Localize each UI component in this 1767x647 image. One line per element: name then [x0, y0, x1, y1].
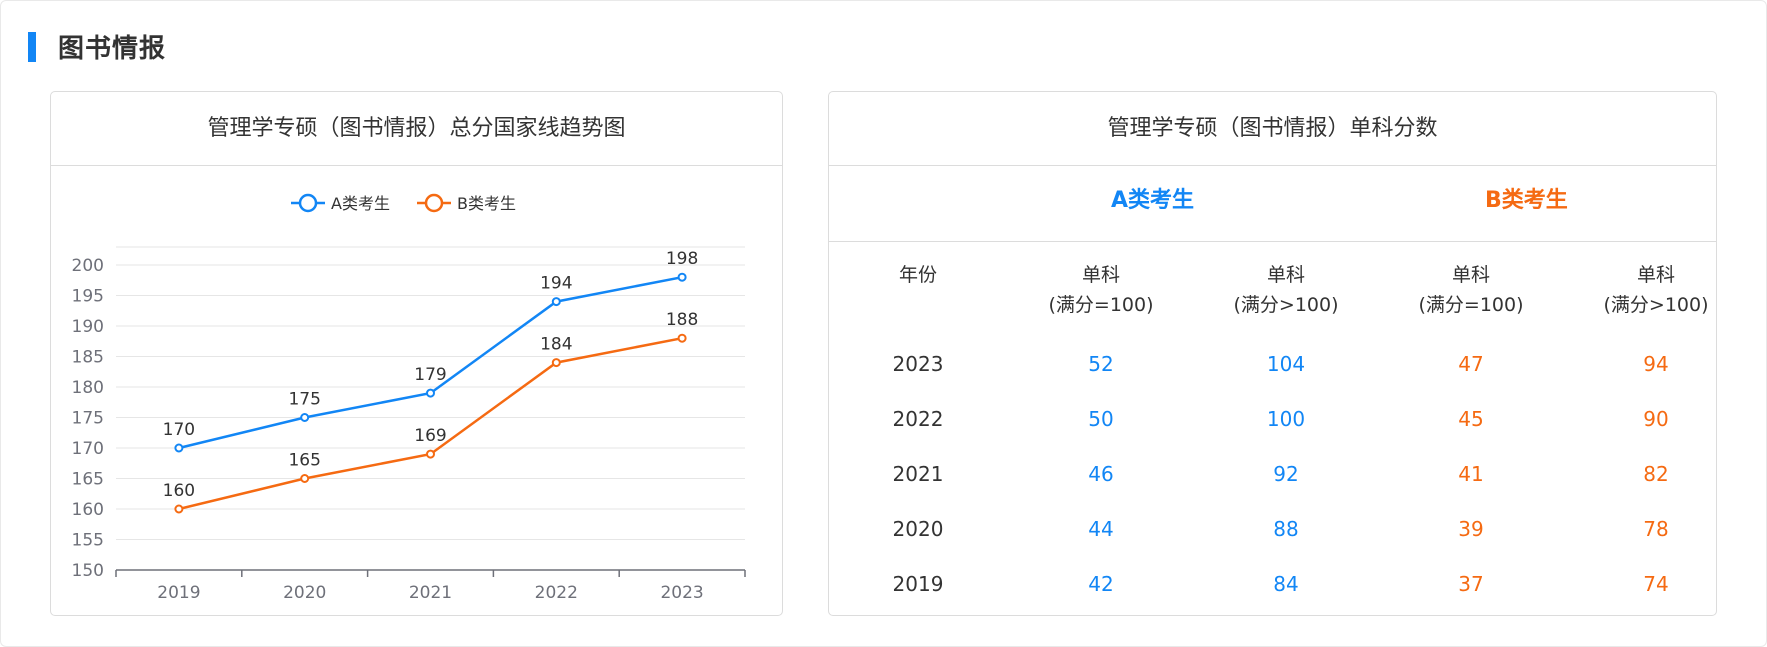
- column-header-line2: (满分=100): [1418, 294, 1524, 316]
- x-tick-label: 2023: [660, 583, 703, 603]
- cell-a-100: 50: [1088, 407, 1114, 431]
- cell-a-100: 52: [1088, 352, 1114, 376]
- data-label: 169: [414, 426, 446, 446]
- x-tick-label: 2020: [283, 583, 326, 603]
- data-point: [677, 272, 687, 282]
- data-point: [174, 504, 184, 514]
- cell-b-100: 37: [1458, 572, 1484, 596]
- y-tick-label: 170: [72, 439, 104, 459]
- column-header-line1: 单科: [1451, 264, 1490, 286]
- cell-b-over: 82: [1643, 462, 1669, 486]
- cell-b-100: 41: [1458, 462, 1484, 486]
- cell-b-100: 47: [1458, 352, 1484, 376]
- cell-b-over: 78: [1643, 517, 1669, 541]
- section-accent-bar: [28, 32, 36, 62]
- cell-b-100: 45: [1458, 407, 1484, 431]
- x-tick-label: 2019: [157, 583, 200, 603]
- cell-a-over: 84: [1273, 572, 1299, 596]
- column-header-line1: 单科: [1081, 264, 1120, 286]
- cell-a-over: 100: [1266, 407, 1306, 431]
- y-tick-label: 150: [72, 561, 104, 581]
- cell-b-over: 94: [1643, 352, 1669, 376]
- data-label: 175: [288, 390, 320, 410]
- column-header-b-over: 单科 (满分>100): [1571, 260, 1741, 320]
- data-point: [174, 443, 184, 453]
- cell-a-100: 46: [1088, 462, 1114, 486]
- cell-a-100: 44: [1088, 517, 1114, 541]
- data-label: 198: [666, 249, 698, 269]
- column-header-line2: (满分>100): [1233, 294, 1339, 316]
- score-table-card: 管理学专硕（图书情报）单科分数 A类考生 B类考生 年份 单科 (满分=100)…: [828, 91, 1717, 616]
- data-label: 170: [163, 420, 195, 440]
- legend-marker: [424, 193, 444, 213]
- cell-year: 2019: [892, 572, 944, 596]
- cell-year: 2022: [892, 407, 944, 431]
- column-header-line2: (满分=100): [1048, 294, 1154, 316]
- column-header-line1: 年份: [898, 264, 937, 286]
- section-title: 图书情报: [58, 34, 167, 64]
- cell-b-over: 90: [1643, 407, 1669, 431]
- column-header-a-100: 单科 (满分=100): [1016, 260, 1186, 320]
- legend-label-b: B类考生: [457, 194, 516, 213]
- column-header-line2: (满分>100): [1603, 294, 1709, 316]
- data-point: [300, 413, 310, 422]
- column-header-line1: 单科: [1636, 264, 1675, 286]
- cell-a-over: 92: [1273, 462, 1299, 486]
- y-tick-label: 155: [72, 531, 104, 551]
- trend-chart-card: 管理学专硕（图书情报）总分国家线趋势图 150 155 160 165 170 175 18…: [50, 91, 783, 616]
- column-header-line1: 单科: [1266, 264, 1305, 286]
- cell-b-100: 39: [1458, 517, 1484, 541]
- y-tick-label: 180: [72, 378, 104, 398]
- data-label: 188: [666, 310, 698, 330]
- y-tick-label: 190: [72, 317, 104, 337]
- cell-a-over: 88: [1273, 517, 1299, 541]
- column-header-a-over: 单科 (满分>100): [1201, 260, 1371, 320]
- y-tick-label: 200: [72, 256, 104, 276]
- cell-b-over: 74: [1643, 572, 1669, 596]
- data-point: [551, 297, 561, 307]
- line-chart-svg: 150 155 160 165 170 175 180 185 190 195 200 2019 202…: [72, 193, 746, 603]
- data-label: 194: [540, 274, 572, 294]
- cell-a-over: 104: [1266, 352, 1306, 376]
- x-tick-label: 2022: [535, 583, 578, 603]
- table-card-title: 管理学专硕（图书情报）单科分数: [829, 92, 1716, 166]
- column-header-b-100: 单科 (满分=100): [1386, 260, 1556, 320]
- data-label: 165: [288, 451, 320, 471]
- chart-card-title: 管理学专硕（图书情报）总分国家线趋势图: [51, 92, 782, 166]
- x-tick-label: 2021: [409, 583, 452, 603]
- table-divider: [829, 241, 1716, 242]
- y-tick-label: 175: [72, 409, 104, 429]
- data-label: 160: [163, 481, 195, 501]
- y-tick-label: 185: [72, 348, 104, 368]
- series-line-b: [178, 336, 683, 511]
- series-line-a: [178, 275, 683, 450]
- cell-year: 2020: [892, 517, 944, 541]
- data-point: [551, 358, 561, 368]
- cell-a-100: 42: [1088, 572, 1114, 596]
- cell-year: 2021: [892, 462, 944, 486]
- data-point: [300, 474, 310, 483]
- data-point: [426, 388, 435, 398]
- data-point: [426, 449, 435, 459]
- legend-marker: [298, 193, 318, 213]
- group-a-header: A类考生: [1111, 188, 1195, 213]
- y-tick-label: 195: [72, 287, 104, 307]
- column-header-year: 年份: [833, 260, 1003, 290]
- y-tick-label: 160: [72, 500, 104, 520]
- data-point: [677, 333, 687, 343]
- data-label: 184: [540, 335, 572, 355]
- group-b-header: B类考生: [1485, 188, 1568, 213]
- data-label: 179: [414, 365, 446, 385]
- cell-year: 2023: [892, 352, 944, 376]
- line-chart: 150 155 160 165 170 175 180 185 190 195 200 2019 202…: [51, 166, 782, 615]
- y-tick-label: 165: [72, 470, 104, 490]
- legend-label-a: A类考生: [331, 194, 390, 213]
